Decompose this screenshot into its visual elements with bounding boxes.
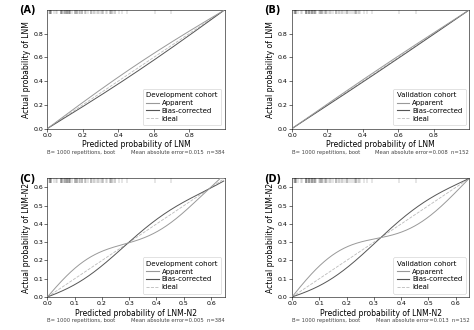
- Legend: Apparent, Bias-corrected, Ideal: Apparent, Bias-corrected, Ideal: [143, 89, 221, 125]
- Text: Mean absolute error=0.013  n=152: Mean absolute error=0.013 n=152: [375, 318, 469, 323]
- Text: (C): (C): [19, 174, 35, 183]
- X-axis label: Predicted probability of LNM-N2: Predicted probability of LNM-N2: [75, 309, 197, 318]
- Y-axis label: Actual probability of LNM: Actual probability of LNM: [266, 21, 275, 118]
- Y-axis label: Actual probability of LNM: Actual probability of LNM: [22, 21, 31, 118]
- Text: Mean absolute error=0.008  n=152: Mean absolute error=0.008 n=152: [375, 150, 469, 155]
- X-axis label: Predicted probability of LNM-N2: Predicted probability of LNM-N2: [319, 309, 442, 318]
- X-axis label: Predicted probability of LNM: Predicted probability of LNM: [326, 141, 435, 149]
- Legend: Apparent, Bias-corrected, Ideal: Apparent, Bias-corrected, Ideal: [393, 257, 466, 293]
- Legend: Apparent, Bias-corrected, Ideal: Apparent, Bias-corrected, Ideal: [393, 89, 466, 125]
- X-axis label: Predicted probability of LNM: Predicted probability of LNM: [82, 141, 191, 149]
- Text: (B): (B): [264, 5, 280, 15]
- Text: (D): (D): [264, 174, 281, 183]
- Text: Mean absolute error=0.015  n=384: Mean absolute error=0.015 n=384: [131, 150, 225, 155]
- Y-axis label: Actual probability of LNM-N2: Actual probability of LNM-N2: [266, 182, 275, 293]
- Text: Mean absolute error=0.005  n=384: Mean absolute error=0.005 n=384: [131, 318, 225, 323]
- Text: B= 1000 repetitions, boot: B= 1000 repetitions, boot: [292, 318, 360, 323]
- Text: (A): (A): [19, 5, 36, 15]
- Text: B= 1000 repetitions, boot: B= 1000 repetitions, boot: [47, 150, 116, 155]
- Text: B= 1000 repetitions, boot: B= 1000 repetitions, boot: [292, 150, 360, 155]
- Y-axis label: Actual probability of LNM-N2: Actual probability of LNM-N2: [22, 182, 31, 293]
- Text: B= 1000 repetitions, boot: B= 1000 repetitions, boot: [47, 318, 116, 323]
- Legend: Apparent, Bias-corrected, Ideal: Apparent, Bias-corrected, Ideal: [143, 257, 221, 293]
